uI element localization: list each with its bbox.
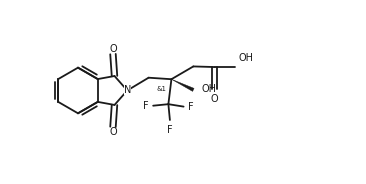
Text: OH: OH bbox=[201, 84, 216, 94]
Text: O: O bbox=[109, 127, 117, 137]
Text: F: F bbox=[167, 125, 173, 135]
Text: N: N bbox=[124, 86, 131, 95]
Text: &1: &1 bbox=[157, 86, 167, 92]
Text: F: F bbox=[188, 102, 194, 112]
Text: O: O bbox=[211, 94, 219, 105]
Text: OH: OH bbox=[238, 53, 253, 63]
Text: F: F bbox=[143, 101, 149, 111]
Polygon shape bbox=[171, 79, 194, 91]
Text: O: O bbox=[109, 44, 117, 54]
